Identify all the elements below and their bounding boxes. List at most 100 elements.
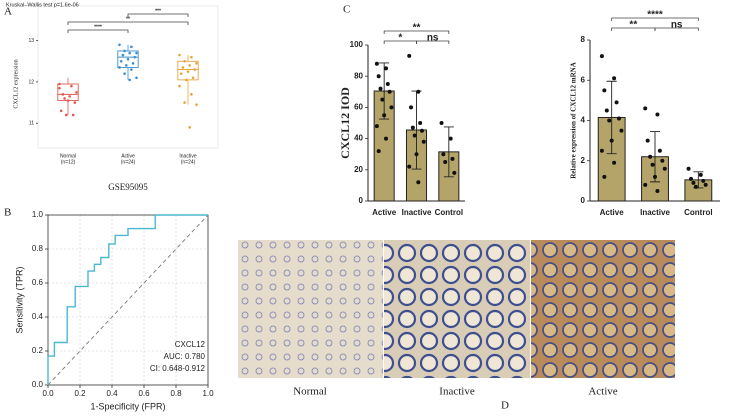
significance-bracket bbox=[67, 29, 129, 33]
point bbox=[452, 170, 457, 175]
point bbox=[186, 70, 190, 73]
point bbox=[190, 55, 193, 59]
image-caption: Active bbox=[588, 386, 617, 398]
significance-bracket bbox=[416, 40, 450, 44]
y-tick-label: 0.4 bbox=[32, 312, 44, 321]
point bbox=[412, 133, 417, 138]
point bbox=[703, 182, 708, 187]
point bbox=[128, 51, 131, 55]
point bbox=[693, 184, 698, 189]
x-tick-label: 0.8 bbox=[170, 389, 182, 398]
y-tick-label: 40 bbox=[354, 134, 363, 143]
x-tick-label: Inactive bbox=[179, 153, 196, 159]
point bbox=[118, 43, 121, 47]
point bbox=[643, 182, 648, 187]
x-tick-label: Active bbox=[600, 208, 625, 217]
x-tick-label: Control bbox=[435, 208, 463, 217]
x-tick-label: 0.6 bbox=[138, 389, 150, 398]
point bbox=[410, 125, 415, 130]
point bbox=[643, 106, 648, 111]
point bbox=[188, 64, 191, 67]
point bbox=[128, 78, 131, 82]
point bbox=[378, 86, 383, 91]
point bbox=[59, 109, 63, 113]
point bbox=[701, 178, 706, 183]
x-tick-note: (n=12) bbox=[61, 159, 76, 165]
point bbox=[382, 113, 387, 118]
point bbox=[662, 166, 667, 171]
significance-bracket bbox=[611, 17, 699, 21]
point bbox=[421, 139, 426, 144]
point bbox=[441, 152, 446, 157]
roc-curve bbox=[47, 214, 208, 385]
y-tick-label: 0 bbox=[359, 196, 364, 205]
point bbox=[191, 76, 195, 80]
point bbox=[448, 136, 453, 141]
x-tick-label: Control bbox=[684, 208, 712, 217]
significance-label: ** bbox=[126, 16, 130, 22]
chart-title: Kruskal–Wallis test p=1.6e-06 bbox=[6, 2, 79, 8]
significance-label: **** bbox=[94, 24, 102, 30]
x-tick-label: Active bbox=[121, 153, 135, 159]
point bbox=[383, 66, 388, 71]
y-tick-label: 0.2 bbox=[32, 346, 44, 355]
point bbox=[389, 105, 394, 110]
point bbox=[195, 62, 198, 65]
point bbox=[71, 113, 75, 117]
point bbox=[602, 88, 607, 93]
significance-label: ** bbox=[413, 23, 421, 34]
caption: GSE95095 bbox=[108, 182, 148, 192]
significance-label: *** bbox=[155, 8, 161, 14]
y-axis-label: CXCL12 expression bbox=[13, 59, 19, 108]
point bbox=[135, 51, 138, 55]
point bbox=[376, 149, 381, 154]
x-tick-label: 0.0 bbox=[42, 389, 54, 398]
significance-label: ** bbox=[629, 20, 637, 31]
annotation: CXCL12 bbox=[175, 340, 206, 349]
point bbox=[178, 53, 181, 57]
y-axis-label: Relative expression of CXCL12 mRNA bbox=[570, 62, 578, 179]
point bbox=[181, 66, 185, 69]
point bbox=[121, 53, 125, 57]
x-tick-label: Normal bbox=[60, 153, 76, 159]
y-tick-label: 80 bbox=[354, 71, 363, 80]
significance-bracket bbox=[127, 13, 189, 17]
point bbox=[73, 101, 77, 104]
point bbox=[118, 66, 121, 69]
significance-bracket bbox=[654, 27, 699, 31]
point bbox=[123, 72, 126, 75]
point bbox=[63, 97, 66, 100]
y-tick-label: 2 bbox=[581, 156, 586, 165]
x-tick-note: (n=24) bbox=[181, 159, 196, 165]
point bbox=[407, 53, 412, 58]
x-tick-label: 0.4 bbox=[106, 389, 118, 398]
point bbox=[178, 84, 181, 88]
point bbox=[602, 174, 607, 179]
point bbox=[648, 154, 653, 159]
histology-images: Normal Inactive Active bbox=[238, 240, 675, 398]
point bbox=[126, 57, 130, 61]
point bbox=[133, 55, 137, 59]
point bbox=[385, 82, 390, 86]
y-tick-label: 13 bbox=[28, 38, 34, 44]
y-tick-label: 11 bbox=[29, 121, 34, 127]
point bbox=[409, 105, 414, 110]
point bbox=[75, 90, 78, 94]
error-bar bbox=[650, 131, 660, 183]
error-bar bbox=[379, 62, 390, 120]
point bbox=[65, 113, 68, 117]
error-bar bbox=[443, 126, 454, 178]
point bbox=[653, 174, 657, 179]
point bbox=[383, 136, 388, 141]
point bbox=[131, 62, 135, 65]
point bbox=[190, 93, 193, 96]
point bbox=[195, 103, 198, 106]
point bbox=[419, 128, 424, 133]
point bbox=[183, 59, 186, 63]
point bbox=[68, 95, 71, 98]
point bbox=[645, 138, 650, 143]
point bbox=[686, 166, 691, 171]
y-tick-label: 60 bbox=[354, 103, 363, 112]
point bbox=[179, 72, 183, 75]
